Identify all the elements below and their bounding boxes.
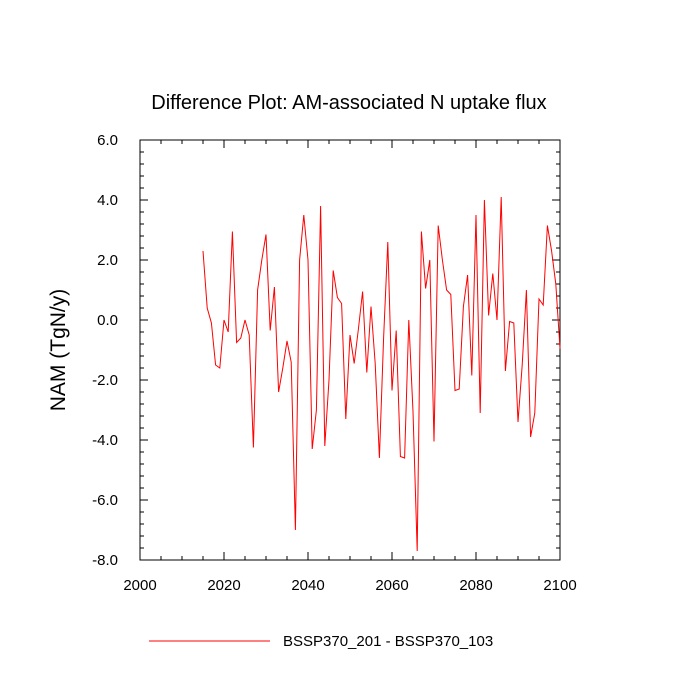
x-axis: 2000 2020 2040 2060 2080 2100 (123, 140, 577, 594)
x-tick-label: 2040 (291, 577, 324, 594)
x-tick-label: 2080 (459, 577, 492, 594)
y-tick-label: -2.0 (92, 372, 118, 389)
x-tick-label: 2020 (207, 577, 240, 594)
minor-ticks (139, 139, 561, 561)
series-layer (202, 196, 561, 552)
y-tick-label: -4.0 (92, 432, 118, 449)
legend: BSSP370_201 - BSSP370_103 (149, 633, 493, 650)
y-tick-label: -6.0 (92, 492, 118, 509)
y-tick-label: 4.0 (97, 192, 118, 209)
plot-area (139, 139, 561, 561)
plot-border (139, 139, 561, 561)
legend-label: BSSP370_201 - BSSP370_103 (283, 633, 493, 650)
y-axis-label: NAM (TgN/y) (47, 289, 70, 412)
x-tick-label: 2100 (543, 577, 576, 594)
x-tick-label: 2060 (375, 577, 408, 594)
series-line (202, 196, 561, 552)
y-tick-label: 2.0 (97, 252, 118, 269)
y-tick-label: -8.0 (92, 552, 118, 569)
y-axis: -8.0 -6.0 -4.0 -2.0 0.0 2.0 4.0 6.0 (92, 132, 560, 569)
y-tick-label: 0.0 (97, 312, 118, 329)
chart-title: Difference Plot: AM-associated N uptake … (151, 92, 546, 114)
y-tick-label: 6.0 (97, 132, 118, 149)
x-tick-label: 2000 (123, 577, 156, 594)
